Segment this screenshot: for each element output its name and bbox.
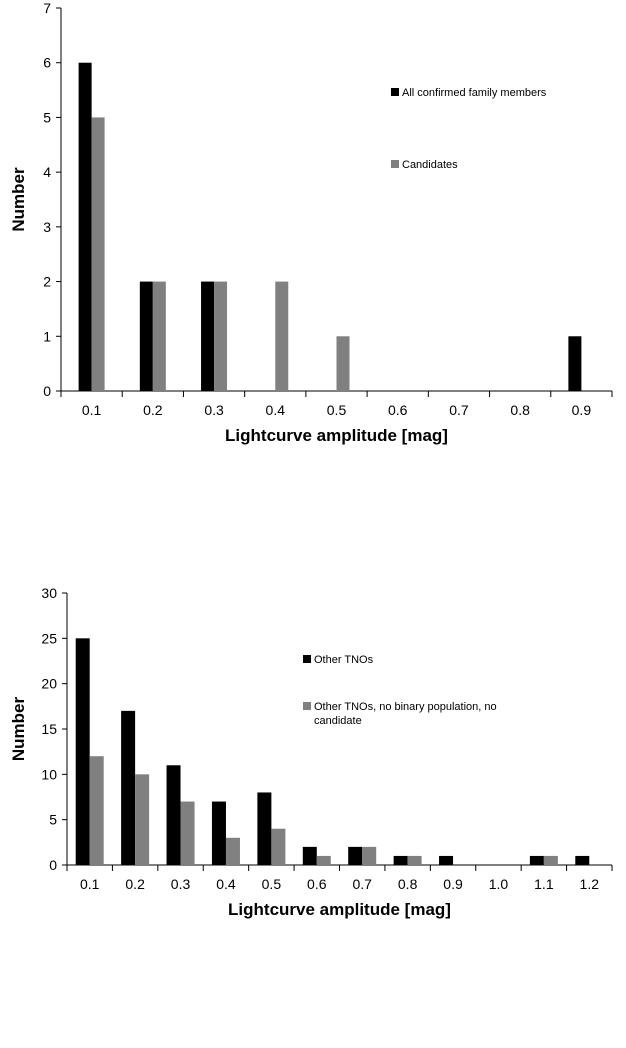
x-tick-label: 1.0 xyxy=(489,876,509,892)
bar-series-1 xyxy=(439,855,454,865)
y-tick-label: 0 xyxy=(43,383,51,399)
bar-series-2 xyxy=(180,801,195,865)
bar-series-1 xyxy=(78,62,92,391)
bar-series-2 xyxy=(543,855,558,865)
x-tick-label: 0.6 xyxy=(307,876,327,892)
bar-series-2 xyxy=(407,855,422,865)
bar-series-2 xyxy=(91,117,105,391)
bar-series-1 xyxy=(348,846,363,865)
legend-label: Other TNOs xyxy=(314,654,374,666)
bar-series-1 xyxy=(302,846,317,865)
x-tick-label: 0.9 xyxy=(572,402,592,418)
x-tick-label: 0.4 xyxy=(216,876,236,892)
y-tick-label: 5 xyxy=(49,812,57,828)
bar-series-2 xyxy=(362,846,377,865)
y-axis-title: Number xyxy=(9,167,28,232)
bar-series-1 xyxy=(393,855,408,865)
y-tick-label: 30 xyxy=(41,585,57,601)
x-tick-label: 0.1 xyxy=(82,402,102,418)
y-tick-label: 20 xyxy=(41,676,57,692)
legend-swatch xyxy=(391,88,399,96)
x-tick-label: 0.8 xyxy=(398,876,418,892)
x-tick-label: 0.2 xyxy=(143,402,163,418)
bar-series-2 xyxy=(214,281,228,391)
x-tick-label: 0.1 xyxy=(80,876,100,892)
bar-series-2 xyxy=(89,756,104,865)
chart-1: 0 1 2 3 4 5 6 7 0.1 0.2 0.3 0.4 0.5 0.6 0.7 0.8 0.9 Light… xyxy=(0,0,626,465)
bar-series-2 xyxy=(152,281,166,391)
x-tick-label: 0.5 xyxy=(327,402,347,418)
x-tick-label: 0.3 xyxy=(171,876,191,892)
bar-series-2 xyxy=(135,774,150,865)
x-tick-label: 0.6 xyxy=(388,402,408,418)
chart-2-svg: 0 5 10 15 20 25 30 0.1 0.2 0.3 0.4 0.5 0.6 0.7 0.8 0.9 1… xyxy=(9,585,613,919)
x-tick-label: 1.1 xyxy=(534,876,554,892)
legend-label-line: Other TNOs, no binary population, no xyxy=(314,701,497,713)
chart-1-svg: 0 1 2 3 4 5 6 7 0.1 0.2 0.3 0.4 0.5 0.6 0.7 0.8 0.9 Light… xyxy=(9,0,613,445)
legend-label: Candidates xyxy=(402,159,458,171)
y-tick-label: 15 xyxy=(41,721,57,737)
y-tick-label: 0 xyxy=(49,857,57,873)
legend-label: All confirmed family members xyxy=(402,87,547,99)
bar-series-2 xyxy=(316,855,331,865)
bar-series-1 xyxy=(257,792,272,865)
x-tick-label: 0.7 xyxy=(449,402,469,418)
legend-swatch xyxy=(303,655,311,663)
bar-series-2 xyxy=(271,828,286,865)
x-tick-label: 0.5 xyxy=(262,876,282,892)
y-tick-label: 6 xyxy=(43,55,51,71)
bar-series-2 xyxy=(336,336,350,391)
legend-swatch xyxy=(303,702,311,710)
y-tick-label: 2 xyxy=(43,274,51,290)
bar-series-2 xyxy=(225,837,240,865)
x-tick-label: 1.2 xyxy=(580,876,600,892)
bar-series-1 xyxy=(575,855,590,865)
bar-series-1 xyxy=(568,336,582,391)
y-tick-label: 1 xyxy=(43,328,51,344)
bar-series-1 xyxy=(121,710,136,865)
bar-series-1 xyxy=(166,765,181,865)
x-tick-label: 0.7 xyxy=(352,876,372,892)
bar-series-1 xyxy=(201,281,215,391)
y-tick-label: 5 xyxy=(43,109,51,125)
x-tick-label: 0.9 xyxy=(443,876,463,892)
legend-label-line: candidate xyxy=(314,715,362,727)
bar-series-1 xyxy=(75,638,90,865)
bar-series-1 xyxy=(139,281,153,391)
y-tick-label: 10 xyxy=(41,766,57,782)
x-axis-title: Lightcurve amplitude [mag] xyxy=(228,900,451,919)
legend-label: Other TNOs, no binary population, no cand… xyxy=(314,701,497,727)
bar-series-2 xyxy=(275,281,289,391)
legend-swatch xyxy=(391,160,399,168)
x-tick-label: 0.2 xyxy=(125,876,145,892)
y-axis-title: Number xyxy=(9,697,28,762)
y-tick-label: 7 xyxy=(43,0,51,16)
x-axis-title: Lightcurve amplitude [mag] xyxy=(225,426,448,445)
x-tick-label: 0.8 xyxy=(510,402,530,418)
y-tick-label: 25 xyxy=(41,630,57,646)
x-tick-label: 0.4 xyxy=(266,402,286,418)
bar-series-1 xyxy=(211,801,226,865)
y-tick-label: 3 xyxy=(43,219,51,235)
x-tick-label: 0.3 xyxy=(204,402,224,418)
y-tick-label: 4 xyxy=(43,164,51,180)
bar-series-1 xyxy=(529,855,544,865)
chart-2: 0 5 10 15 20 25 30 0.1 0.2 0.3 0.4 0.5 0.6 0.7 0.8 0.9 1… xyxy=(0,583,626,1048)
